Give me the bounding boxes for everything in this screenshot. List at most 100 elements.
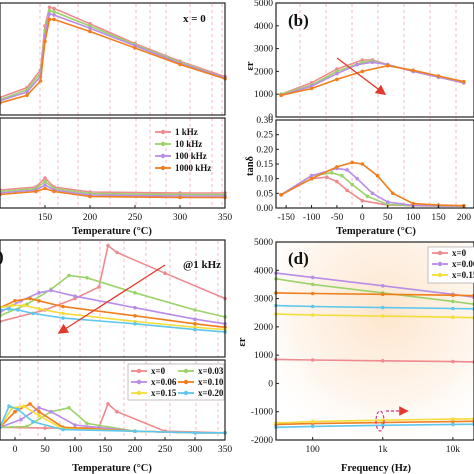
panel-c-eps-3-point <box>49 288 53 293</box>
panel-a-x-tick-label: 200 <box>83 213 98 223</box>
panel-d-legend: x=0x=0.06x=0.15 <box>427 246 474 284</box>
panel-c-legend-entry: x=0.20 <box>198 388 224 398</box>
panel-b-tan-4-point <box>279 193 283 197</box>
panel-d-series-6-point <box>310 304 315 309</box>
panel-c-eps-4-line <box>0 297 226 329</box>
panel-c-eps-3-point <box>37 291 41 295</box>
panel-a-legend: 1 kHz 10 kHz 100 kHz 1000 kHz <box>155 127 211 173</box>
panel-a-loss-4-point <box>34 189 38 194</box>
panel-c-eps-2-point <box>67 273 71 278</box>
panel-a-series-4-point <box>43 39 47 44</box>
panel-b-ytop-tick-label: 0 <box>268 113 273 123</box>
panel-c-loss-5-point <box>37 413 41 418</box>
panel-a-legend-swatch-marker <box>160 153 166 159</box>
panel-b-eps-3-point <box>355 62 360 67</box>
panel-b-ybottom-tick-label: 0.15 <box>256 160 273 170</box>
panel-a-series-4-point <box>47 17 52 22</box>
panel-d-series-5-point <box>381 292 385 297</box>
panel-c-eps-1-point <box>115 250 119 255</box>
panel-d-xlabel: Frequency (Hz) <box>341 463 412 474</box>
panel-c-loss-6-point <box>16 407 20 412</box>
panel-a-legend-swatch-marker <box>160 129 166 135</box>
panel-d-legend-swatch-marker <box>437 261 443 267</box>
panel-b-tan-4-point <box>335 165 339 169</box>
panel-a-series-3-point <box>88 26 92 31</box>
panel-d-series-5-point <box>310 291 315 296</box>
panel-d-series-4-point <box>451 299 455 304</box>
panel-a-series-4-line <box>0 18 226 104</box>
panel-c-eps-5-point <box>22 303 26 308</box>
panel-d-series-1-point <box>381 359 385 363</box>
panel-c-eps-2-point <box>133 291 137 295</box>
panel-d-series-4-point <box>310 282 315 287</box>
panel-a-xlabel: Temperature (°C) <box>72 226 152 237</box>
panel-c-loss-6-point <box>61 427 65 432</box>
panel-c-loss-3-point <box>19 417 23 422</box>
panel-d-y-tick-label: 2000 <box>254 323 273 333</box>
panel-a-loss-1-point <box>43 176 47 180</box>
panel-b-tan-3-point <box>345 168 349 172</box>
panel-c-loss-2-point <box>85 421 89 426</box>
panel-a-series-4-point <box>25 93 29 98</box>
panel-c-x-tick-label: 50 <box>40 445 50 455</box>
panel-a-top-frame <box>0 2 226 116</box>
panel-c-loss-1-point <box>106 402 110 406</box>
panel-c-loss-6-point <box>133 429 137 434</box>
panel-c-legend-entry: x=0.10 <box>198 377 224 387</box>
panel-d-legend-entry: x=0.15 <box>452 270 474 280</box>
panel-b-ytop-tick-label: 5000 <box>254 0 273 9</box>
panel-c-eps-3-point <box>73 294 77 299</box>
panel-d-series-5-point <box>451 293 455 298</box>
panel-c-label: ) <box>0 247 4 266</box>
panel-b-ybottom-tick-label: 0.25 <box>256 131 273 141</box>
panel-d-series-8-point <box>451 422 455 427</box>
panel-b-eps-3-line <box>280 61 464 97</box>
panel-a-series-2-line <box>0 9 226 101</box>
panel-b-eps-4-point <box>385 63 390 68</box>
panel-c-legend-swatch-marker <box>183 390 189 396</box>
panel-c: 0 50 100 150 200 250 300 350 ) @1 kHz x=0x=0.06… <box>0 239 232 474</box>
panel-a-loss-4-point <box>43 186 47 191</box>
panel-c-legend-entry: x=0.03 <box>198 366 224 376</box>
panel-b-tan-1-point <box>335 179 339 184</box>
panel-b-tan-3-point <box>370 191 375 196</box>
panel-c-x-tick-label: 100 <box>68 445 83 455</box>
panel-b-tan-2-point <box>340 173 344 178</box>
panel-d-series-2-point <box>381 284 385 288</box>
panel-b-ybottom-tick-label: 0.05 <box>256 189 273 199</box>
panel-c-x-tick-label: 0 <box>13 445 18 455</box>
panel-c-eps-6-point <box>133 322 137 326</box>
panel-c-eps-5-point <box>37 307 41 311</box>
panel-a-series-2-point <box>47 8 52 13</box>
panel-a-series-3-point <box>52 13 56 17</box>
panel-b-eps-3-point <box>335 71 339 76</box>
panel-d-legend-entry: x=0.06 <box>452 259 474 269</box>
panel-b-ylabel-bottom: tanδ <box>245 155 256 176</box>
panel-b-eps-4-point <box>436 74 441 78</box>
panel-a-series-2-point <box>52 9 56 14</box>
panel-d-series-3-point <box>381 314 385 318</box>
panel-d-legend-entry: x=0 <box>452 248 467 258</box>
panel-b-tan-1-point <box>345 188 349 193</box>
panel-b-x-tick-label: 50 <box>383 213 393 223</box>
panel-b-x-tick-label: -150 <box>277 213 295 223</box>
panel-b-tan-3-point <box>309 173 314 178</box>
panel-a: 150 200 250 300 350 x = 0 1 kHz 10 kHz 100 kHz… <box>0 2 232 237</box>
panel-d-x-tick-label: 1k <box>378 445 388 455</box>
panel-c-eps-5-point <box>61 311 65 316</box>
panel-d-frame <box>275 241 474 441</box>
panel-b-ytop-tick-label: 1000 <box>254 90 273 100</box>
panel-d-series-2-point <box>310 275 315 280</box>
panel-c-eps-5-line <box>0 304 226 331</box>
panel-c-loss-6-point <box>193 431 197 435</box>
panel-b-tan-1-point <box>325 175 329 179</box>
panel-c-legend: x=0x=0.06x=0.15 x=0.03x=0.10x=0.20 <box>127 363 225 401</box>
panel-c-x-tick-label: 150 <box>98 445 113 455</box>
panel-c-eps-2-line <box>0 274 226 318</box>
panel-a-legend-entry: 100 kHz <box>175 151 207 161</box>
panel-b-tan-3-line <box>280 167 464 207</box>
panel-c-eps-6-point <box>16 308 20 312</box>
panel-c-arrow <box>57 264 166 334</box>
panel-a-loss-2-point <box>43 179 47 184</box>
